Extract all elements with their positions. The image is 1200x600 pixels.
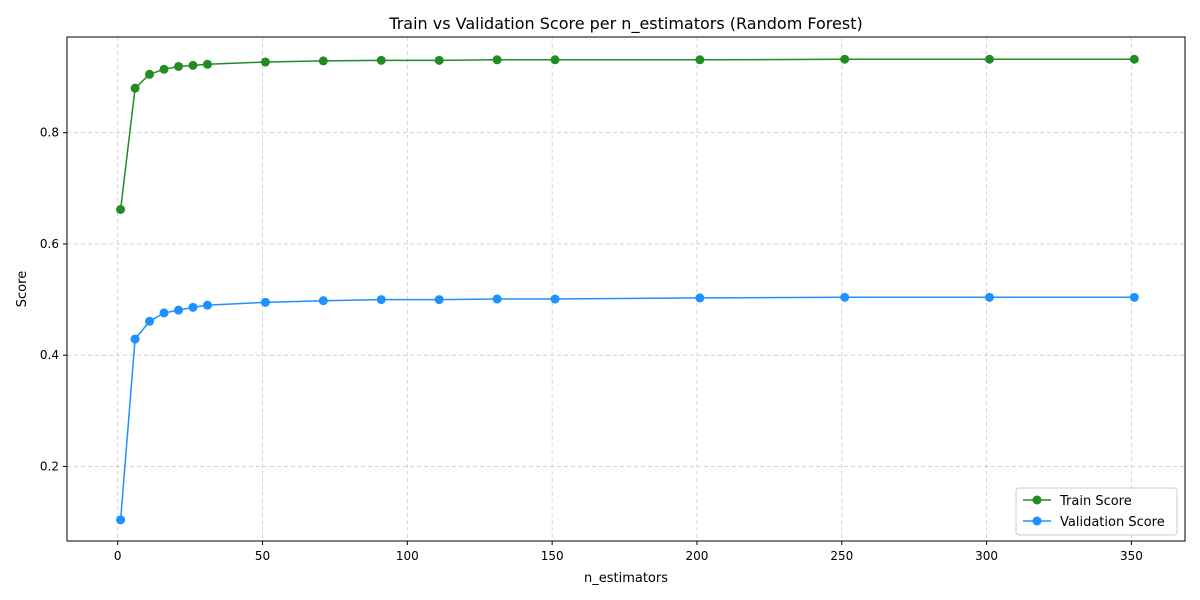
- y-tick-label: 0.6: [40, 237, 59, 251]
- data-point-0: [1129, 54, 1139, 64]
- grid: [67, 37, 1185, 541]
- legend-train-marker: [1032, 495, 1042, 505]
- data-point-0: [840, 54, 850, 64]
- data-point-0: [188, 60, 198, 70]
- data-point-1: [434, 295, 444, 305]
- series-layer: [116, 54, 1139, 525]
- y-tick-label: 0.2: [40, 459, 59, 473]
- x-tick-label: 300: [975, 549, 998, 563]
- data-point-1: [145, 316, 155, 326]
- data-point-0: [159, 64, 169, 74]
- x-tick-label: 50: [255, 549, 270, 563]
- data-point-1: [260, 297, 270, 307]
- data-point-0: [492, 55, 502, 65]
- legend: Train Score Validation Score: [1015, 487, 1178, 536]
- legend-train-label: Train Score: [1059, 494, 1132, 509]
- x-tick-label: 200: [686, 549, 709, 563]
- series-line-0: [119, 58, 1135, 210]
- data-point-0: [130, 83, 140, 93]
- data-point-1: [159, 308, 169, 318]
- data-point-1: [695, 293, 705, 303]
- data-point-1: [492, 294, 502, 304]
- y-axis-ticks: 0.2 0.4 0.6 0.8: [40, 126, 67, 473]
- x-axis-label: n_estimators: [584, 571, 668, 586]
- x-tick-label: 0: [114, 549, 122, 563]
- data-point-0: [260, 57, 270, 67]
- data-point-1: [130, 334, 140, 344]
- data-point-0: [434, 55, 444, 65]
- x-tick-label: 150: [541, 549, 564, 563]
- x-tick-label: 350: [1120, 549, 1143, 563]
- data-point-1: [116, 515, 126, 525]
- data-point-1: [550, 294, 560, 304]
- data-point-1: [984, 292, 994, 302]
- x-tick-label: 100: [396, 549, 419, 563]
- data-point-0: [695, 55, 705, 65]
- data-point-0: [984, 54, 994, 64]
- data-point-1: [318, 296, 328, 306]
- x-tick-label: 250: [830, 549, 853, 563]
- data-point-1: [174, 305, 184, 315]
- plot-frame: [66, 36, 1186, 542]
- data-point-0: [202, 59, 212, 69]
- legend-box: [1015, 487, 1178, 536]
- data-point-0: [318, 56, 328, 66]
- data-point-1: [1129, 292, 1139, 302]
- y-axis-label: Score: [15, 271, 30, 307]
- data-point-0: [550, 55, 560, 65]
- legend-validation-label: Validation Score: [1060, 515, 1165, 530]
- legend-validation-marker: [1032, 516, 1042, 526]
- data-point-1: [840, 292, 850, 302]
- data-point-1: [202, 300, 212, 310]
- data-point-0: [174, 61, 184, 71]
- data-point-0: [376, 55, 386, 65]
- y-tick-label: 0.8: [40, 126, 59, 140]
- data-point-0: [116, 204, 126, 214]
- y-tick-label: 0.4: [40, 348, 59, 362]
- x-axis-ticks: 0 50 100 150 200 250 300 350: [114, 541, 1143, 563]
- data-point-1: [376, 295, 386, 305]
- data-point-1: [188, 302, 198, 312]
- data-point-0: [145, 69, 155, 79]
- chart-title: Train vs Validation Score per n_estimato…: [388, 14, 862, 34]
- series-line-1: [119, 296, 1135, 520]
